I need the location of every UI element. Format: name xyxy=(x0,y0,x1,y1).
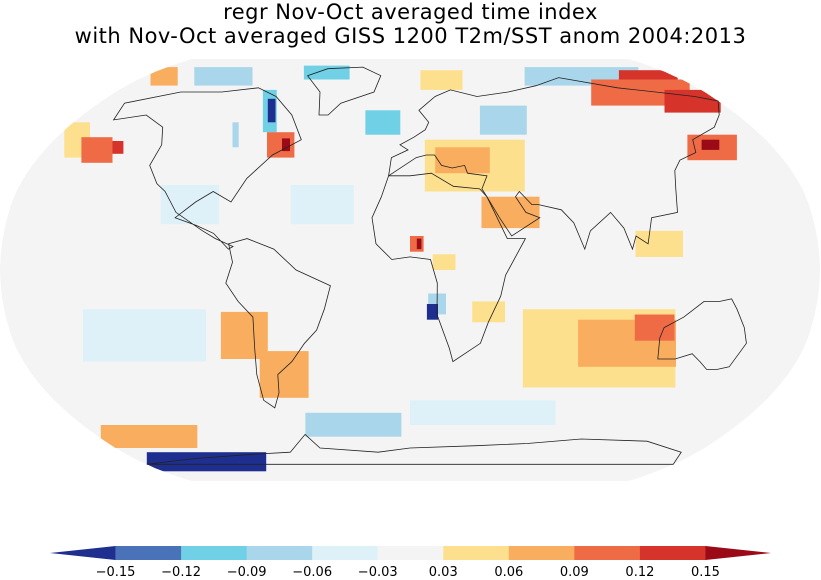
colorbar-segment xyxy=(705,546,771,560)
colorbar-tick-label: −0.15 xyxy=(95,565,136,580)
anomaly-cell xyxy=(303,65,350,80)
coastline-south-america xyxy=(225,238,331,409)
coastline-eurasia xyxy=(388,77,720,251)
colorbar-tick-label: 0.12 xyxy=(625,565,655,580)
map-title-line-1: regr Nov-Oct averaged time index xyxy=(223,0,598,24)
colorbar-tick-label: 0.03 xyxy=(428,565,458,580)
colorbar-segment xyxy=(443,546,510,560)
map-title-line-2: with Nov-Oct averaged GISS 1200 T2m/SST … xyxy=(74,24,747,48)
coastline-antarctica xyxy=(146,433,682,465)
anomaly-cell xyxy=(267,98,276,123)
anomaly-cell xyxy=(232,122,239,148)
colorbar-segment xyxy=(574,546,641,560)
anomaly-layer xyxy=(64,65,737,472)
anomaly-cell xyxy=(305,412,402,437)
colorbar-segment xyxy=(50,546,116,560)
colorbar-tick-label: −0.12 xyxy=(161,565,201,580)
colorbar-tick-label: −0.03 xyxy=(357,565,398,580)
world-map xyxy=(0,59,820,481)
anomaly-cell xyxy=(290,185,354,225)
colorbar-tick-label: 0.09 xyxy=(559,565,589,580)
colorbar xyxy=(50,546,771,560)
anomaly-cell xyxy=(83,309,206,362)
coastline-north-america xyxy=(112,87,302,250)
anomaly-cell xyxy=(146,452,267,472)
anomaly-cell xyxy=(267,132,295,158)
colorbar-segment xyxy=(639,546,706,560)
anomaly-cell xyxy=(112,141,124,154)
anomaly-cell xyxy=(479,105,527,135)
coastline-australia xyxy=(657,298,747,370)
colorbar-tick-label: 0.06 xyxy=(494,565,524,580)
colorbar-segment xyxy=(312,546,379,560)
anomaly-cell xyxy=(426,304,438,320)
anomaly-cell xyxy=(81,137,113,163)
colorbar-segment xyxy=(115,546,182,560)
coastline-greenland xyxy=(306,66,382,116)
colorbar-segment xyxy=(246,546,313,560)
anomaly-cell xyxy=(472,301,506,323)
anomaly-cell xyxy=(259,351,309,398)
anomaly-cell xyxy=(160,185,220,225)
anomaly-cell xyxy=(635,230,683,257)
anomaly-cell xyxy=(664,89,721,113)
anomaly-cell xyxy=(282,138,290,152)
anomaly-cell xyxy=(410,400,556,425)
colorbar-tick-label: 0.15 xyxy=(690,565,720,580)
colorbar-segment xyxy=(181,546,248,560)
colorbar-segment xyxy=(377,546,444,560)
colorbar-segment xyxy=(508,546,575,560)
anomaly-cell xyxy=(100,425,198,448)
anomaly-cell xyxy=(701,139,720,150)
colorbar-tick-label: −0.06 xyxy=(292,565,333,580)
anomaly-cell xyxy=(365,110,401,135)
anomaly-cell xyxy=(435,147,490,174)
anomaly-cell xyxy=(634,314,675,341)
anomaly-cell xyxy=(416,238,422,250)
anomaly-cell xyxy=(194,67,253,86)
anomaly-cell xyxy=(420,70,463,90)
coastline-africa xyxy=(371,172,527,363)
anomaly-cell xyxy=(432,254,456,270)
anomaly-cell xyxy=(150,67,178,86)
colorbar-tick-label: −0.09 xyxy=(226,565,267,580)
